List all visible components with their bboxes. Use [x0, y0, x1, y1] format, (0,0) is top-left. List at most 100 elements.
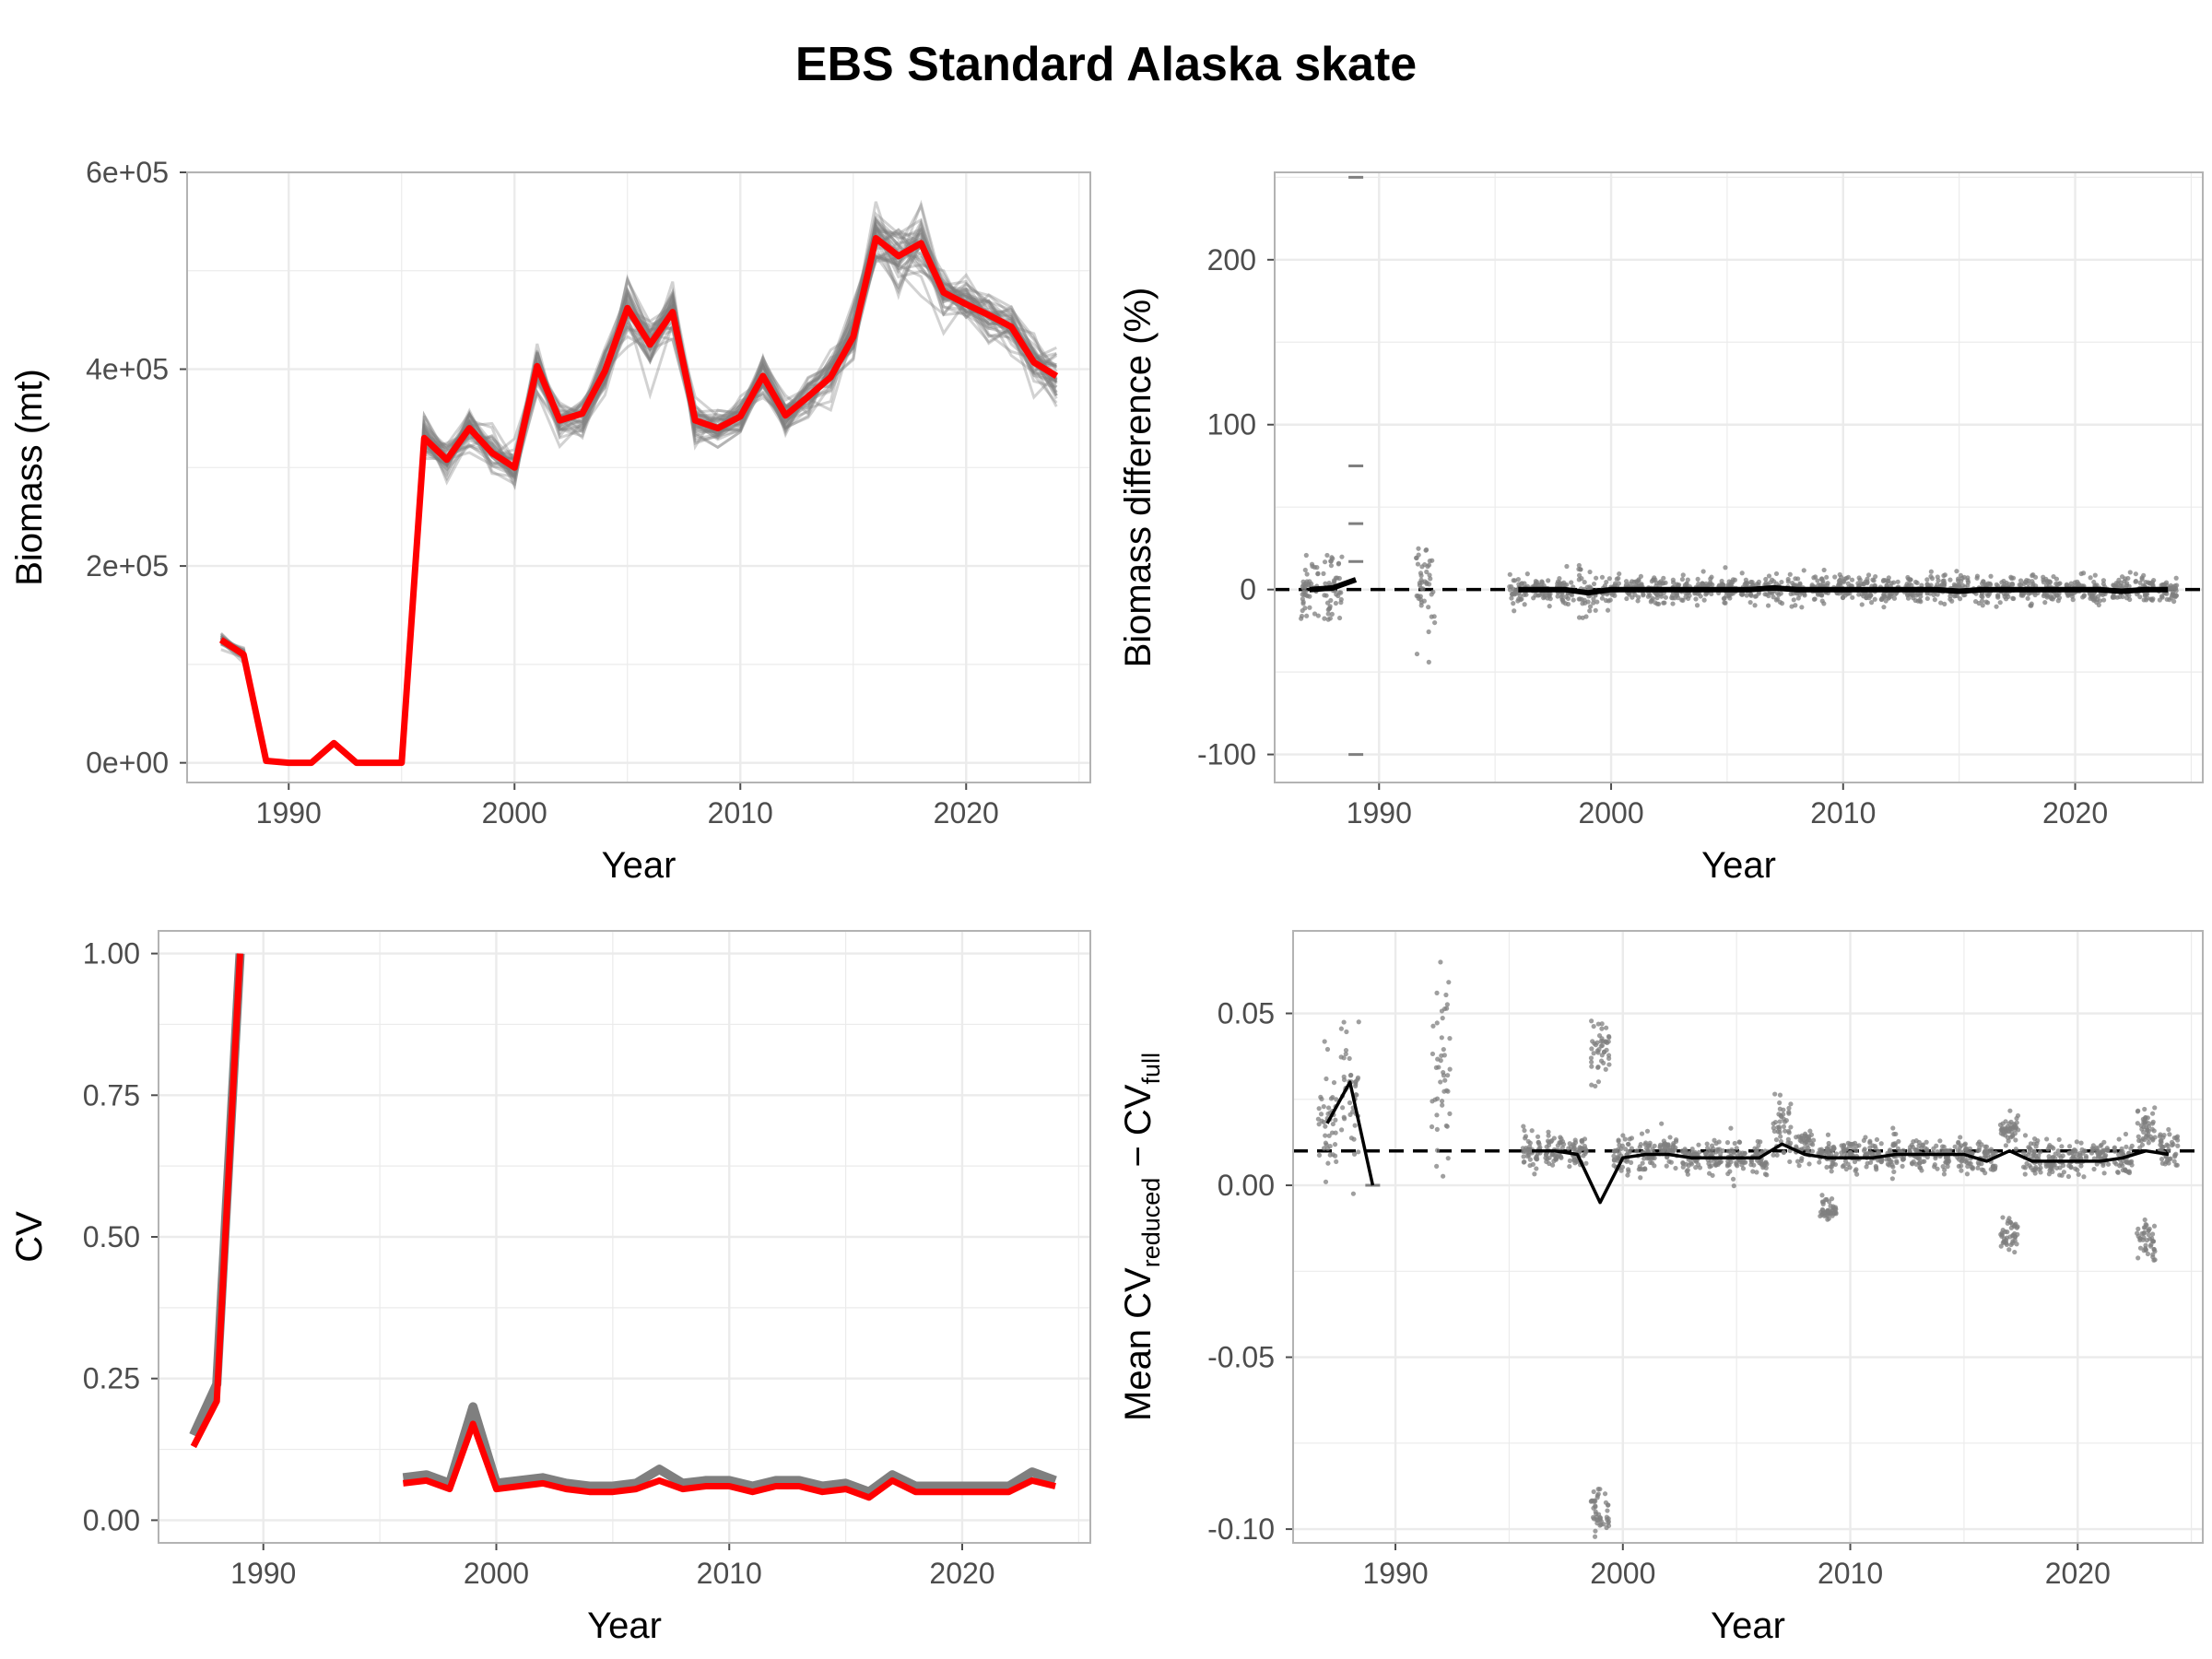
- scatter-point: [1938, 1147, 1945, 1153]
- scatter-point: [1626, 1141, 1631, 1147]
- scatter-point: [1339, 1127, 1345, 1133]
- scatter-point: [1854, 1171, 1860, 1177]
- scatter-point: [2018, 578, 2024, 583]
- scatter-point: [1603, 1066, 1608, 1072]
- scatter-point: [1788, 1101, 1794, 1107]
- scatter-point: [1628, 1159, 1634, 1165]
- scatter-point: [2020, 1149, 2027, 1156]
- scatter-point: [2056, 1152, 2062, 1159]
- scatter-point: [2017, 582, 2022, 588]
- scatter-point: [2123, 1168, 2128, 1173]
- scatter-point: [1611, 1153, 1617, 1159]
- scatter-point: [1714, 1147, 1721, 1152]
- scatter-point: [1544, 1159, 1549, 1165]
- scatter-point: [1623, 1147, 1629, 1152]
- scatter-point: [1619, 1164, 1626, 1170]
- scatter-point: [2152, 1105, 2158, 1111]
- y-tick-label: -100: [1197, 738, 1256, 771]
- scatter-point: [1418, 594, 1423, 599]
- scatter-point: [1321, 1104, 1326, 1110]
- scatter-point: [1727, 1169, 1733, 1174]
- scatter-point: [1440, 1016, 1445, 1021]
- scatter-point: [1324, 552, 1330, 559]
- scatter-point: [2144, 597, 2149, 603]
- scatter-point: [1441, 1173, 1446, 1179]
- scatter-point: [1352, 1123, 1358, 1128]
- scatter-point: [1976, 1147, 1982, 1153]
- scatter-point: [2076, 1171, 2081, 1177]
- scatter-point: [1695, 576, 1700, 582]
- scatter-point: [1591, 596, 1596, 602]
- scatter-point: [1787, 1159, 1793, 1165]
- replicate-line: [219, 201, 1058, 765]
- scatter-point: [1546, 1129, 1551, 1135]
- scatter-point: [1974, 573, 1981, 579]
- scatter-point: [1954, 569, 1959, 574]
- scatter-point: [1824, 1149, 1830, 1155]
- scatter-point: [1355, 1075, 1361, 1080]
- scatter-point: [1794, 1159, 1801, 1164]
- scatter-point: [1535, 1139, 1541, 1146]
- scatter-point: [1953, 593, 1959, 598]
- scatter-point: [2150, 1239, 2157, 1244]
- scatter-point: [1559, 1136, 1564, 1142]
- y-tick-label: -0.10: [1207, 1512, 1275, 1546]
- scatter-point: [1931, 592, 1936, 598]
- scatter-point: [1719, 578, 1724, 584]
- scatter-point: [1829, 1164, 1834, 1170]
- scatter-point: [1777, 1119, 1783, 1124]
- scatter-point: [1941, 1171, 1947, 1177]
- scatter-point: [1509, 595, 1514, 601]
- scatter-point: [1716, 1139, 1722, 1145]
- scatter-point: [1598, 1522, 1604, 1527]
- scatter-point: [1535, 1134, 1541, 1139]
- scatter-point: [2148, 1241, 2154, 1248]
- scatter-point: [1649, 579, 1654, 584]
- scatter-point: [1752, 1146, 1758, 1151]
- scatter-point: [1529, 1128, 1535, 1134]
- scatter-point: [1599, 1021, 1605, 1027]
- scatter-point: [2110, 594, 2116, 600]
- scatter-point: [1661, 575, 1666, 581]
- scatter-point: [2159, 582, 2164, 588]
- scatter-point: [1873, 573, 1878, 580]
- scatter-point: [1321, 1146, 1327, 1151]
- scatter-point: [1786, 1128, 1792, 1134]
- scatter-point: [2160, 1145, 2166, 1150]
- scatter-point: [1888, 1159, 1893, 1164]
- scatter-point: [1306, 582, 1312, 588]
- scatter-point: [1817, 1159, 1822, 1165]
- scatter-point: [1795, 576, 1801, 582]
- scatter-point: [1942, 601, 1947, 606]
- scatter-point: [1555, 594, 1560, 599]
- panel-border: [1274, 171, 2204, 783]
- scatter-point: [2105, 1161, 2112, 1167]
- scatter-point: [1593, 1528, 1598, 1534]
- replicate-line: [219, 238, 1057, 765]
- scatter-point: [2004, 1125, 2009, 1132]
- scatter-point: [1581, 1153, 1586, 1159]
- scatter-point: [1847, 1165, 1853, 1171]
- scatter-point: [2115, 1170, 2121, 1175]
- y-tick-label: 200: [1207, 243, 1256, 276]
- scatter-point: [1856, 1143, 1862, 1148]
- scatter-point: [1679, 576, 1685, 582]
- scatter-point: [1439, 1035, 1444, 1041]
- scatter-point: [1686, 595, 1691, 602]
- scatter-point: [1748, 593, 1754, 598]
- scatter-point: [1831, 1146, 1837, 1151]
- scatter-point: [1891, 595, 1898, 601]
- scatter-point: [2149, 597, 2155, 603]
- scatter-point: [2146, 1140, 2151, 1146]
- scatter-point: [2043, 582, 2049, 588]
- scatter-point: [2065, 593, 2071, 598]
- scatter-point: [1336, 615, 1343, 621]
- scatter-point: [2035, 1138, 2041, 1144]
- scatter-point: [1641, 1156, 1647, 1161]
- scatter-point: [1931, 1146, 1936, 1151]
- scatter-point: [1725, 1159, 1731, 1164]
- scatter-point: [2013, 1137, 2018, 1143]
- scatter-point: [1787, 571, 1793, 577]
- scatter-point: [2027, 1162, 2032, 1169]
- scatter-point: [2112, 1146, 2117, 1151]
